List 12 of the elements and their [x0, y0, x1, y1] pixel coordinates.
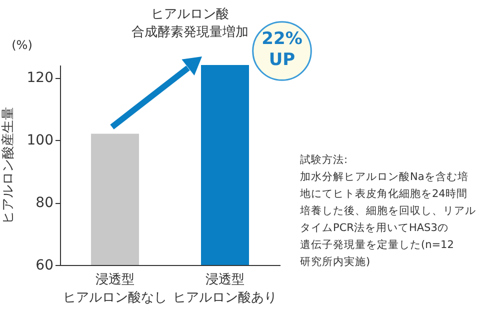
text: (%) — [12, 38, 32, 52]
annotation: 22% UP — [262, 29, 302, 70]
y-tick-label: 100 — [26, 132, 54, 148]
y-tick-label: 60 — [36, 258, 54, 274]
x-tick-label: 浸透型ヒアルロン酸あり — [173, 272, 277, 306]
y-tick-label: 120 — [26, 70, 54, 86]
chart-title: ヒアルロン酸合成酵素発現量増加 — [132, 7, 248, 40]
text: 試験方法: — [300, 153, 348, 166]
text: 加水分解ヒアルロン酸Naを含む培地にてヒト表皮角化細胞を24時間培養した後、細胞を回収し、リアルタイムPCR法を用いてHAS3の遺伝子発現量を定量した(n=12研究所内実施) — [299, 170, 476, 268]
y-axis-title: ヒアルロン酸産生量 — [0, 107, 16, 224]
x-tick-label: 浸透型ヒアルロン酸なし — [63, 272, 167, 306]
y-tick-label: 80 — [36, 195, 54, 211]
